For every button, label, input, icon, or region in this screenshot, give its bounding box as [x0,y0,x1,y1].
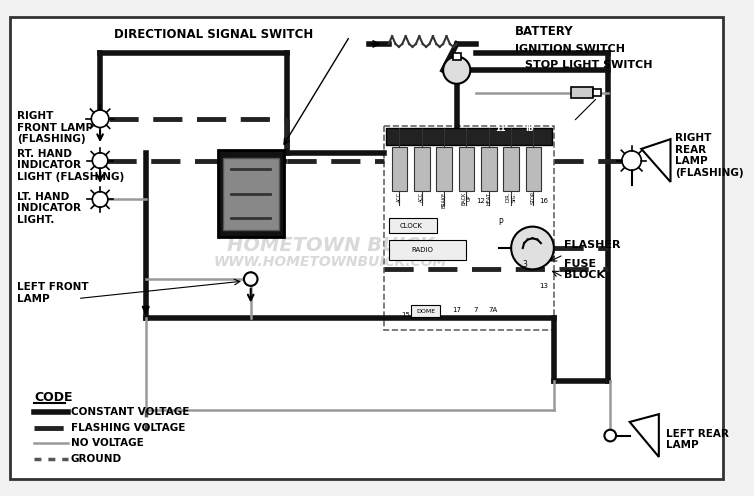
Text: HOMETOWN BUICK: HOMETOWN BUICK [227,236,434,254]
Text: 3: 3 [523,260,527,269]
Bar [437,147,452,190]
Text: DIRECTIONAL SIGNAL SWITCH: DIRECTIONAL SIGNAL SWITCH [114,28,314,41]
Text: FUSE
BLOCK: FUSE BLOCK [563,258,605,280]
Text: BRAKE: BRAKE [442,191,446,208]
Bar [481,147,497,190]
Bar [389,240,467,260]
Bar [593,89,600,96]
Text: CONSTANT VOLTAGE: CONSTANT VOLTAGE [71,407,189,417]
Circle shape [511,227,554,269]
Bar [414,147,430,190]
Text: STOP: STOP [531,191,536,204]
Text: 15: 15 [401,312,409,318]
Text: WWW.HOMETOWNBUICK.COM: WWW.HOMETOWNBUICK.COM [214,254,447,269]
Text: 12: 12 [477,198,486,204]
Bar [384,125,554,330]
Text: CODE: CODE [34,391,72,404]
Circle shape [443,57,470,84]
Bar [218,150,284,237]
Text: P: P [498,218,503,227]
Text: FLASHER: FLASHER [563,240,620,250]
Bar [453,53,461,61]
Bar [391,147,407,190]
Text: STOP LIGHT SWITCH: STOP LIGHT SWITCH [525,61,652,70]
Bar [411,306,440,317]
Bar [389,218,437,234]
Text: GROUND: GROUND [71,454,122,464]
Circle shape [244,272,258,286]
Bar [458,147,474,190]
Text: RT. HAND
INDICATOR
LIGHT (FLASHING): RT. HAND INDICATOR LIGHT (FLASHING) [17,149,124,182]
Text: ACC: ACC [419,191,425,202]
Text: IGNITION SWITCH: IGNITION SWITCH [515,44,625,54]
Bar [526,147,541,190]
Text: LEFT REAR
LAMP: LEFT REAR LAMP [666,429,728,450]
Circle shape [92,153,108,168]
Text: ACC: ACC [397,191,402,202]
Text: RIGHT
REAR
LAMP
(FLASHING): RIGHT REAR LAMP (FLASHING) [676,133,744,178]
Text: NO VOLTAGE: NO VOLTAGE [71,438,144,448]
Text: LT. HAND
INDICATOR
LIGHT.: LT. HAND INDICATOR LIGHT. [17,191,81,225]
Text: 17: 17 [452,307,461,313]
Text: RIGHT
FRONT LAMP
(FLASHING): RIGHT FRONT LAMP (FLASHING) [17,111,93,144]
Circle shape [622,151,642,170]
Text: DOME: DOME [416,309,435,313]
Text: HEAT: HEAT [486,191,492,204]
Text: RADIO: RADIO [412,247,434,253]
Bar [386,127,552,145]
Circle shape [91,110,109,127]
Text: 11: 11 [495,124,506,133]
Circle shape [605,430,616,441]
Text: DIR.
SIG.: DIR. SIG. [506,191,516,202]
Text: 16: 16 [540,198,549,204]
Text: IB: IB [526,124,534,133]
Bar [222,158,279,230]
Text: 7: 7 [474,307,478,313]
Text: LEFT FRONT
LAMP: LEFT FRONT LAMP [17,282,89,304]
Bar [504,147,519,190]
Text: FLASHING VOLTAGE: FLASHING VOLTAGE [71,423,185,433]
Text: BACK
UP: BACK UP [461,191,472,205]
Bar [572,87,593,98]
Text: 13: 13 [540,283,549,289]
Text: 7A: 7A [488,307,498,313]
Text: CLOCK: CLOCK [400,223,422,229]
Text: BATTERY: BATTERY [515,24,574,38]
Circle shape [92,191,108,207]
